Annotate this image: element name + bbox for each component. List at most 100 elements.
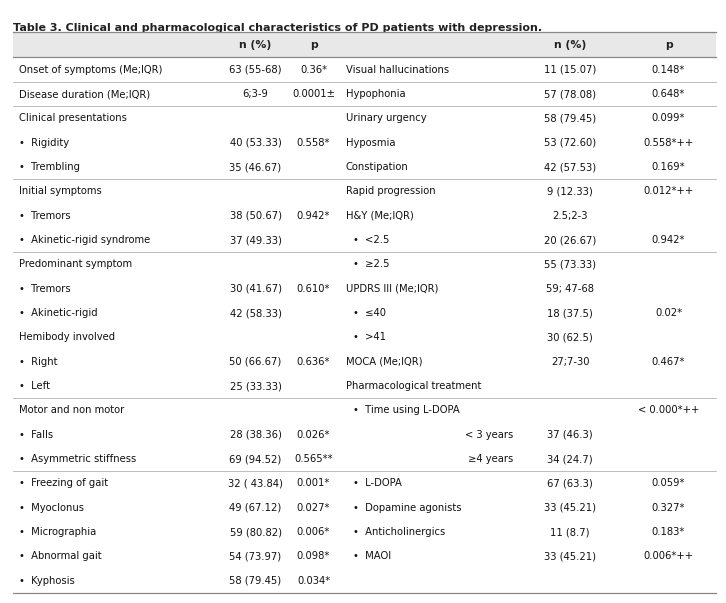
Text: 0.942*: 0.942* <box>652 235 685 245</box>
Bar <box>13 252 716 277</box>
Text: 0.183*: 0.183* <box>652 527 685 537</box>
Bar <box>13 423 716 447</box>
Text: Table 3. Clinical and pharmacological characteristics of PD patients with depres: Table 3. Clinical and pharmacological ch… <box>13 23 542 33</box>
Text: 0.467*: 0.467* <box>652 357 685 367</box>
Text: p: p <box>310 40 317 50</box>
Text: 9 (12.33): 9 (12.33) <box>547 186 593 197</box>
Text: Predominant symptom: Predominant symptom <box>19 259 132 270</box>
Text: 0.558*: 0.558* <box>297 137 330 148</box>
Text: •  ≤40: • ≤40 <box>353 308 386 318</box>
Text: 0.006*: 0.006* <box>297 527 330 537</box>
Text: 59; 47-68: 59; 47-68 <box>546 284 594 294</box>
Bar <box>13 106 716 130</box>
Text: 0.006*++: 0.006*++ <box>643 552 693 561</box>
Text: 0.099*: 0.099* <box>652 113 685 124</box>
Text: •  Right: • Right <box>19 357 57 367</box>
Text: 58 (79.45): 58 (79.45) <box>544 113 596 124</box>
Text: Clinical presentations: Clinical presentations <box>19 113 127 124</box>
Bar <box>13 179 716 204</box>
Text: 0.059*: 0.059* <box>652 478 685 488</box>
Text: Rapid progression: Rapid progression <box>346 186 436 197</box>
Text: •  Freezing of gait: • Freezing of gait <box>19 478 108 488</box>
Text: 42 (58.33): 42 (58.33) <box>229 308 282 318</box>
Text: •  Falls: • Falls <box>19 430 53 440</box>
Text: Initial symptoms: Initial symptoms <box>19 186 102 197</box>
Bar <box>13 301 716 325</box>
Text: •  Micrographia: • Micrographia <box>19 527 97 537</box>
Text: UPDRS III (Me;IQR): UPDRS III (Me;IQR) <box>346 284 439 294</box>
Text: < 3 years: < 3 years <box>465 430 513 440</box>
Text: 35 (46.67): 35 (46.67) <box>229 162 282 172</box>
Text: 0.169*: 0.169* <box>652 162 685 172</box>
Text: 0.648*: 0.648* <box>652 89 685 99</box>
Text: •  MAOI: • MAOI <box>353 552 391 561</box>
Bar <box>13 204 716 228</box>
Text: 58 (79.45): 58 (79.45) <box>229 576 282 586</box>
Text: 30 (41.67): 30 (41.67) <box>229 284 282 294</box>
Text: 59 (80.82): 59 (80.82) <box>229 527 282 537</box>
Text: 18 (37.5): 18 (37.5) <box>547 308 593 318</box>
Text: 0.565**: 0.565** <box>294 454 333 464</box>
Bar <box>13 325 716 350</box>
Text: 57 (78.08): 57 (78.08) <box>544 89 596 99</box>
Text: Hyposmia: Hyposmia <box>346 137 396 148</box>
Text: H&Y (Me;IQR): H&Y (Me;IQR) <box>346 210 414 221</box>
Bar <box>13 447 716 472</box>
Text: 0.098*: 0.098* <box>297 552 330 561</box>
Bar <box>13 155 716 179</box>
Text: 0.02*: 0.02* <box>655 308 682 318</box>
Text: 33 (45.21): 33 (45.21) <box>544 552 596 561</box>
Bar <box>13 350 716 374</box>
Text: 37 (49.33): 37 (49.33) <box>229 235 282 245</box>
Bar <box>13 496 716 520</box>
Text: 30 (62.5): 30 (62.5) <box>547 332 593 343</box>
Text: •  Abnormal gait: • Abnormal gait <box>19 552 102 561</box>
Text: Constipation: Constipation <box>346 162 409 172</box>
Text: •  L-DOPA: • L-DOPA <box>353 478 401 488</box>
Text: 0.026*: 0.026* <box>297 430 330 440</box>
Text: 0.36*: 0.36* <box>300 65 327 75</box>
Bar <box>13 130 716 155</box>
Text: 0.942*: 0.942* <box>297 210 330 221</box>
Text: 0.558*++: 0.558*++ <box>643 137 693 148</box>
Bar <box>13 32 716 57</box>
Text: •  Left: • Left <box>19 381 50 391</box>
Text: •  Rigidity: • Rigidity <box>19 137 69 148</box>
Text: •  Trembling: • Trembling <box>19 162 80 172</box>
Text: MOCA (Me;IQR): MOCA (Me;IQR) <box>346 357 423 367</box>
Text: •  ≥2.5: • ≥2.5 <box>353 259 389 270</box>
Text: 50 (66.67): 50 (66.67) <box>229 357 282 367</box>
Text: Onset of symptoms (Me;IQR): Onset of symptoms (Me;IQR) <box>19 65 163 75</box>
Text: Pharmacological treatment: Pharmacological treatment <box>346 381 481 391</box>
Text: 28 (38.36): 28 (38.36) <box>229 430 282 440</box>
Bar <box>13 569 716 593</box>
Text: 37 (46.3): 37 (46.3) <box>547 430 593 440</box>
Text: 67 (63.3): 67 (63.3) <box>547 478 593 488</box>
Text: Hypophonia: Hypophonia <box>346 89 406 99</box>
Text: •  Dopamine agonists: • Dopamine agonists <box>353 503 462 513</box>
Text: n (%): n (%) <box>240 40 272 50</box>
Text: 0.0001±: 0.0001± <box>292 89 335 99</box>
Text: •  >41: • >41 <box>353 332 386 343</box>
Bar <box>13 228 716 252</box>
Text: •  Asymmetric stiffness: • Asymmetric stiffness <box>19 454 136 464</box>
Text: •  Akinetic-rigid syndrome: • Akinetic-rigid syndrome <box>19 235 150 245</box>
Text: 34 (24.7): 34 (24.7) <box>547 454 593 464</box>
Text: •  Akinetic-rigid: • Akinetic-rigid <box>19 308 97 318</box>
Text: 6;3-9: 6;3-9 <box>242 89 269 99</box>
Text: 20 (26.67): 20 (26.67) <box>544 235 596 245</box>
Text: Disease duration (Me;IQR): Disease duration (Me;IQR) <box>19 89 150 99</box>
Text: 33 (45.21): 33 (45.21) <box>544 503 596 513</box>
Text: < 0.000*++: < 0.000*++ <box>638 405 699 415</box>
Text: ≥4 years: ≥4 years <box>468 454 513 464</box>
Bar <box>13 520 716 545</box>
Text: 69 (94.52): 69 (94.52) <box>229 454 282 464</box>
Bar <box>13 472 716 496</box>
Text: 25 (33.33): 25 (33.33) <box>229 381 282 391</box>
Text: 42 (57.53): 42 (57.53) <box>544 162 596 172</box>
Text: 63 (55-68): 63 (55-68) <box>229 65 282 75</box>
Text: 0.012*++: 0.012*++ <box>643 186 693 197</box>
Text: •  Anticholinergics: • Anticholinergics <box>353 527 445 537</box>
Text: 27;7-30: 27;7-30 <box>551 357 590 367</box>
Bar <box>13 374 716 398</box>
